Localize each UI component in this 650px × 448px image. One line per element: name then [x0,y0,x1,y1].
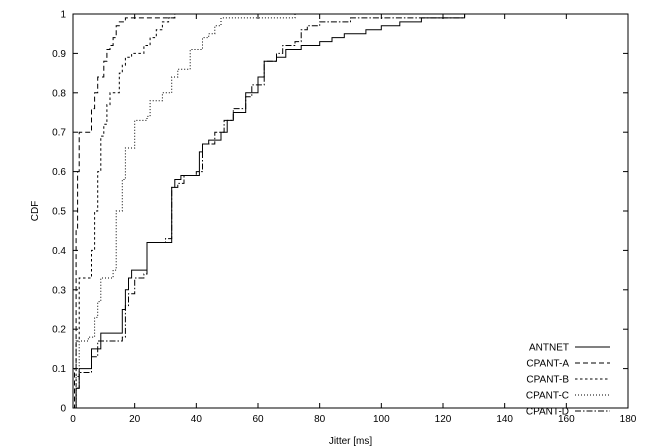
x-tick-label: 140 [496,414,513,425]
y-axis-label: CDF [30,201,41,222]
y-tick-label: 0 [60,404,66,415]
series-line-cpant-b [73,13,628,409]
legend-entry: CPANT-A [526,359,610,370]
x-tick-label: 100 [373,414,390,425]
legend-entry: CPANT-C [526,391,610,402]
y-tick-label: 0.9 [52,49,66,60]
legend-label: CPANT-A [526,359,569,370]
x-tick-label: 160 [558,414,575,425]
legend-entry: ANTNET [529,343,610,354]
legend-label: CPANT-C [526,391,569,402]
y-tick-label: 0.2 [52,325,66,336]
legend: ANTNET CPANT-A CPANT-B CPANT-C CPANT-D [526,343,610,418]
y-tick-label: 0.1 [52,364,66,375]
legend-entry: CPANT-B [526,375,610,386]
y-tick-label: 0.3 [52,285,66,296]
x-tick-label: 20 [129,414,141,425]
legend-entry: CPANT-D [526,407,610,418]
x-axis-label: Jitter [ms] [329,436,373,447]
x-tick-label: 0 [70,414,76,425]
x-tick-label: 180 [620,414,637,425]
y-tick-label: 0.7 [52,128,66,139]
x-axis: 0 20 40 60 80 100 120 140 160 180 [70,14,637,425]
series-line-cpant-c [73,13,628,409]
plot-area: 0 0.1 0.2 0.3 0.4 0.5 0.6 0.7 0.8 0.9 1 0 20 40 60 80 1… [52,10,637,426]
y-tick-label: 0.8 [52,88,66,99]
x-tick-label: 80 [314,414,326,425]
y-tick-label: 0.5 [52,207,66,218]
y-tick-label: 1 [60,10,66,21]
legend-label: CPANT-D [526,407,569,418]
series-line-cpant-d [73,13,628,409]
x-tick-label: 40 [191,414,203,425]
x-tick-label: 60 [252,414,264,425]
y-tick-label: 0.6 [52,167,66,178]
series-line-antnet [73,13,628,409]
legend-label: ANTNET [529,343,569,354]
x-tick-label: 120 [435,414,452,425]
series-line-cpant-a [73,13,628,409]
y-tick-label: 0.4 [52,246,66,257]
y-axis: 0 0.1 0.2 0.3 0.4 0.5 0.6 0.7 0.8 0.9 1 [52,10,628,415]
series-lines [73,13,628,409]
legend-label: CPANT-B [526,375,569,386]
